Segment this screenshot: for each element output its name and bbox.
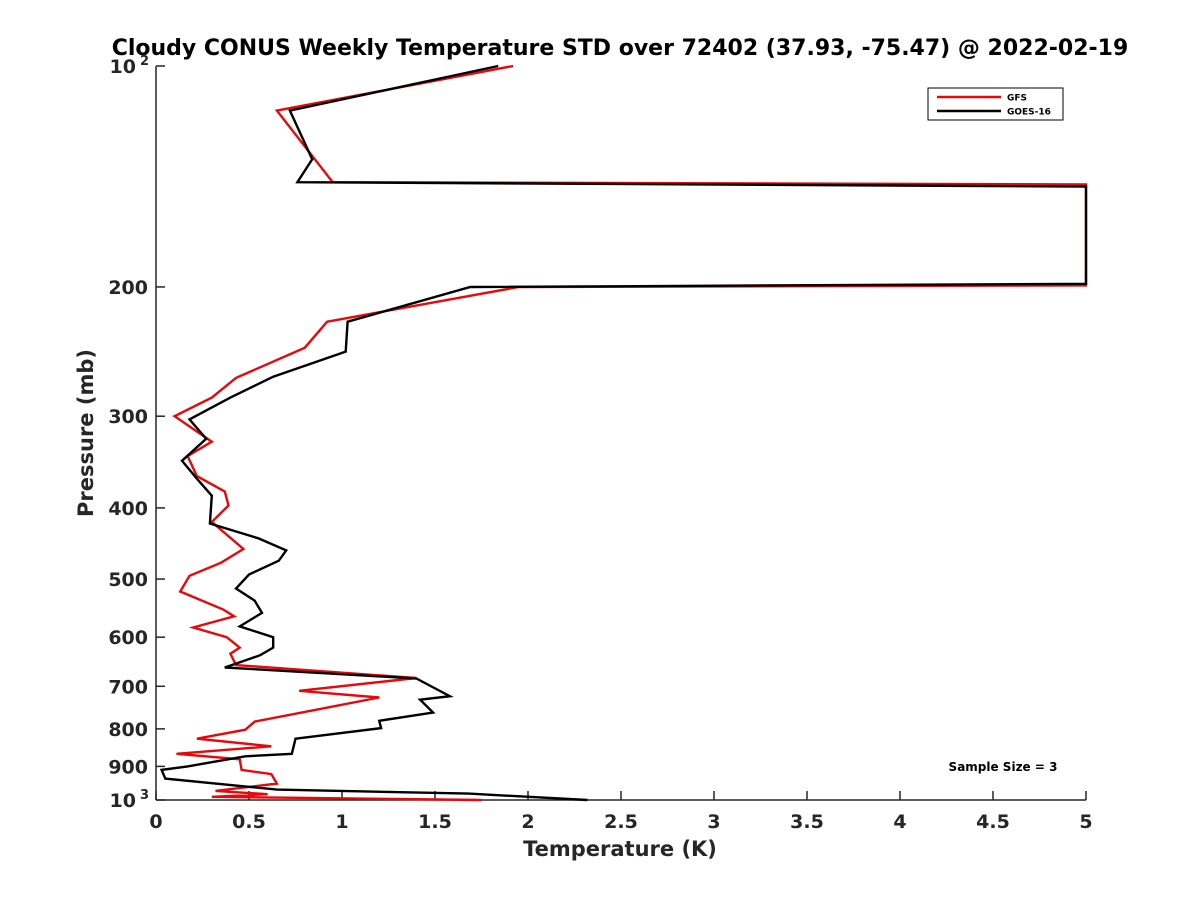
y-tick-label: 10 bbox=[110, 790, 136, 812]
legend-label: GOES-16 bbox=[1007, 108, 1051, 118]
x-tick-label: 3.5 bbox=[790, 811, 824, 833]
legend: GFS GOES-16 bbox=[927, 87, 1064, 121]
series-line-gfs bbox=[172, 64, 1088, 802]
y-tick-label: 900 bbox=[108, 756, 148, 778]
y-tick-label: 600 bbox=[108, 627, 148, 649]
x-tick-label: 1 bbox=[335, 811, 348, 833]
x-tick-label: 3 bbox=[707, 811, 720, 833]
x-tick-label: 1.5 bbox=[418, 811, 452, 833]
y-tick-label: 300 bbox=[108, 406, 148, 428]
y-tick-label: 800 bbox=[108, 719, 148, 741]
axes: 0 0.5 1 1.5 2 2.5 3 3.5 4 4.5 5 10 2 200 300 400 500 600 7… bbox=[108, 54, 1092, 833]
x-tick-label: 2 bbox=[521, 811, 534, 833]
y-tick-label: 400 bbox=[108, 498, 148, 520]
legend-entries: GFS GOES-16 bbox=[937, 94, 1051, 118]
x-tick-label: 5 bbox=[1079, 811, 1092, 833]
series-layer bbox=[159, 64, 1088, 802]
x-tick-label: 4.5 bbox=[976, 811, 1010, 833]
y-tick-exponent: 3 bbox=[140, 788, 149, 803]
legend-label: GFS bbox=[1007, 94, 1027, 104]
x-tick-label: 4 bbox=[893, 811, 906, 833]
y-tick-label: 200 bbox=[108, 277, 148, 299]
legend-box bbox=[927, 87, 1064, 121]
sample-size-annotation: Sample Size = 3 bbox=[949, 760, 1058, 774]
x-axis-label: Temperature (K) bbox=[523, 837, 717, 861]
x-tick-label: 2.5 bbox=[604, 811, 638, 833]
y-tick-label: 700 bbox=[108, 676, 148, 698]
y-tick-exponent: 2 bbox=[140, 54, 149, 69]
x-tick-label: 0 bbox=[149, 811, 162, 833]
y-tick-label: 500 bbox=[108, 569, 148, 591]
chart-title: Cloudy CONUS Weekly Temperature STD over… bbox=[112, 36, 1129, 61]
y-axis-label: Pressure (mb) bbox=[74, 349, 98, 517]
x-tick-label: 0.5 bbox=[232, 811, 266, 833]
y-tick-label: 10 bbox=[110, 56, 136, 78]
series-line-goes-16 bbox=[159, 64, 1088, 802]
